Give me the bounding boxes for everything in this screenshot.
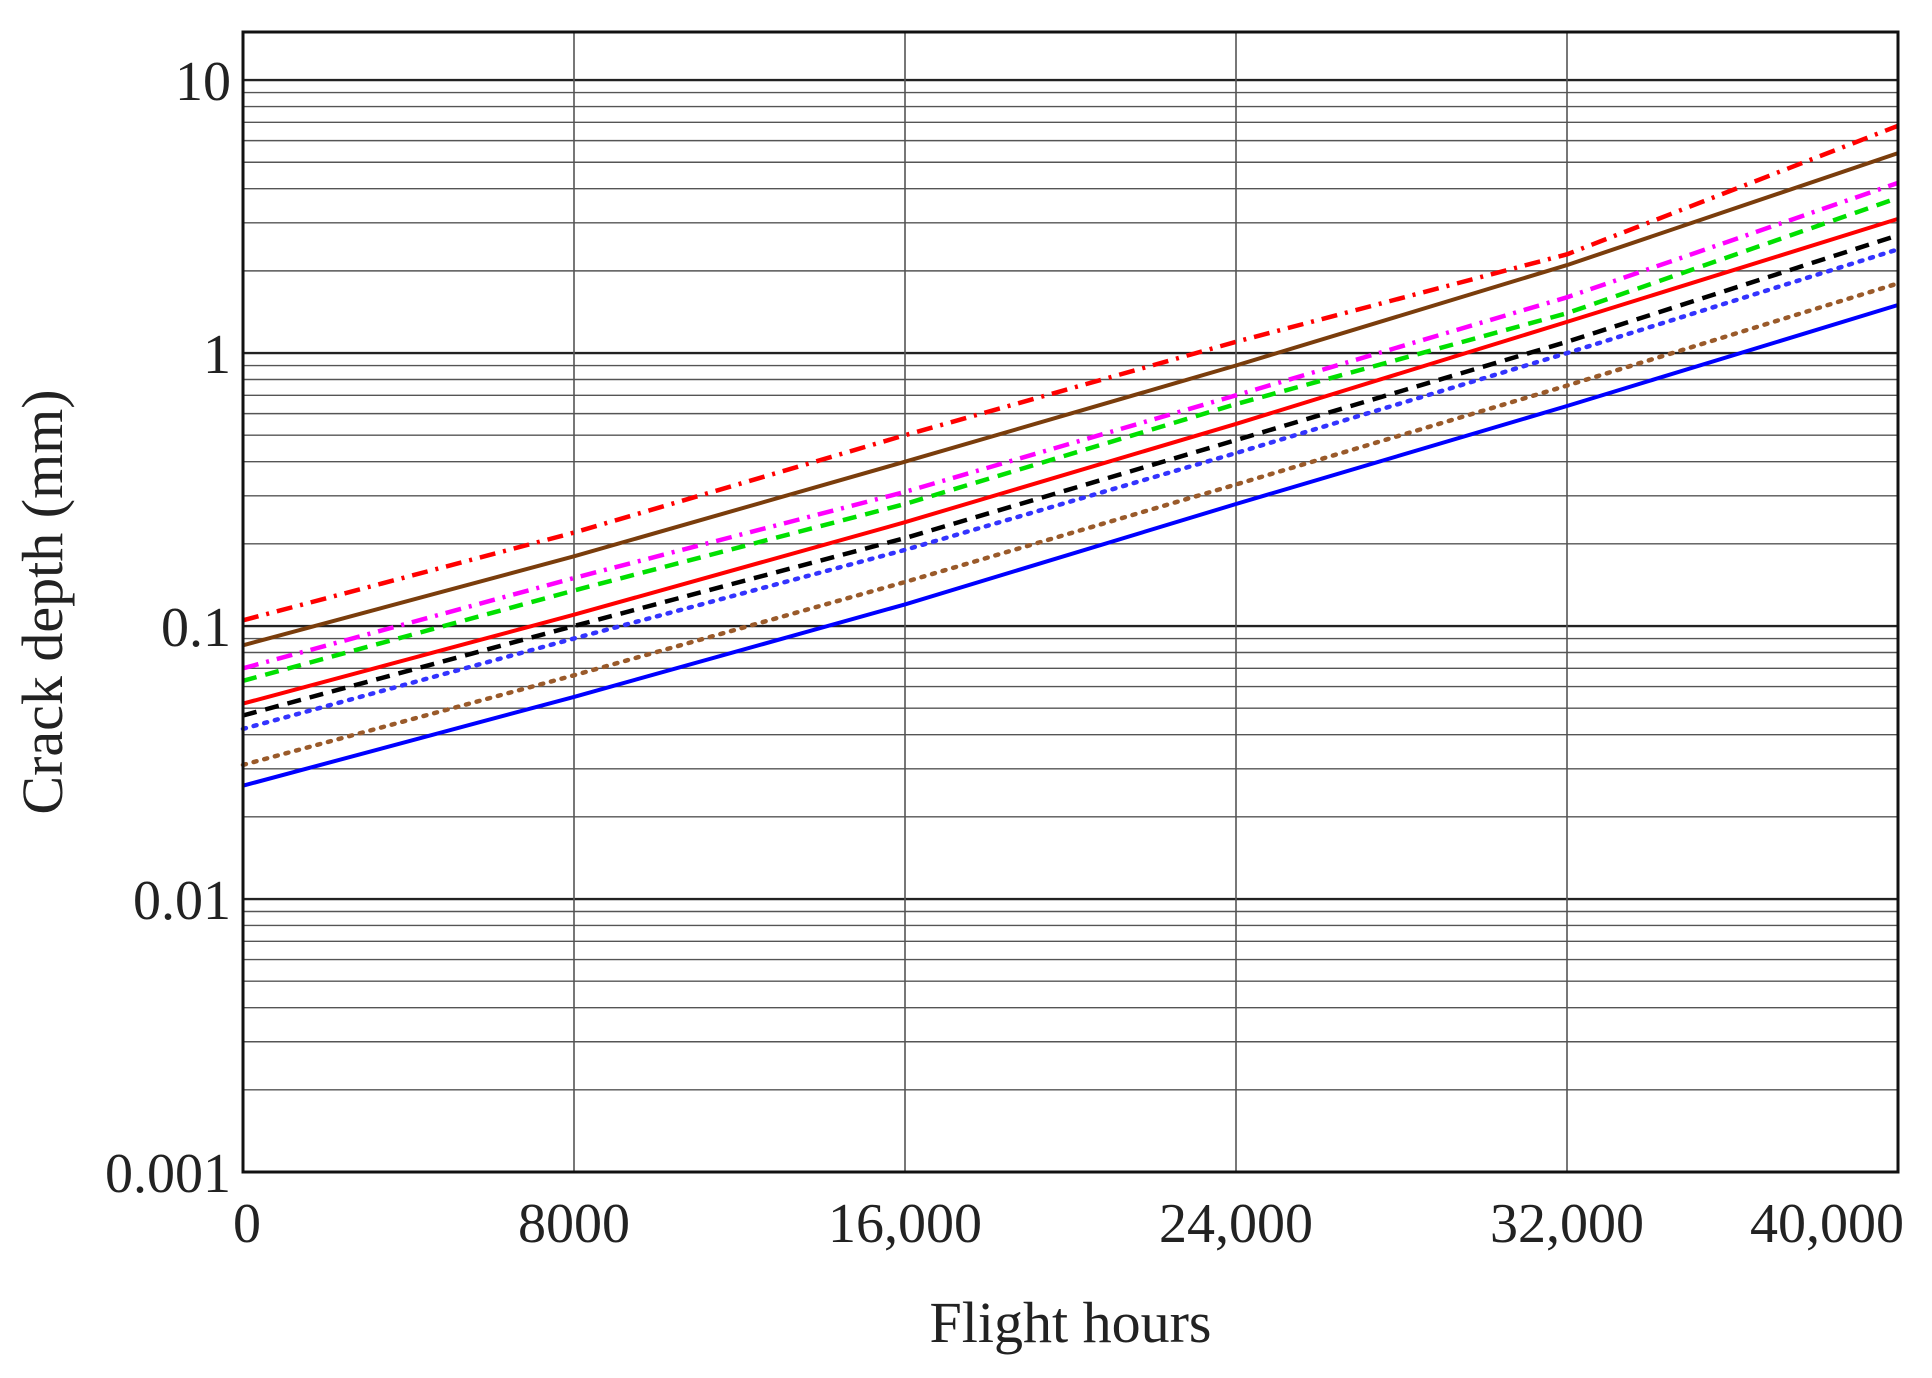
y-tick-label: 0.001 [105, 1143, 231, 1205]
x-tick-label: 32,000 [1490, 1193, 1644, 1255]
series-line-5 [242, 216, 1899, 706]
y-tick-label: 10 [175, 51, 231, 113]
y-tick-label: 0.01 [133, 870, 231, 932]
plot-frame [241, 30, 1900, 1174]
series-line-9 [242, 303, 1899, 788]
x-axis-title: Flight hours [930, 1290, 1212, 1355]
x-tick-label: 16,000 [828, 1193, 982, 1255]
series-line-2 [242, 151, 1899, 648]
x-tick-label: 24,000 [1159, 1193, 1313, 1255]
x-tick-label: 8000 [518, 1193, 630, 1255]
series-line-4 [242, 195, 1899, 683]
y-tick-label: 1 [203, 324, 231, 386]
series-line-7 [240, 247, 1901, 732]
series-line-8 [240, 281, 1901, 768]
series-line-3 [242, 180, 1899, 671]
data-series [240, 123, 1901, 788]
grid-lines [243, 32, 1898, 1174]
y-tick-labels: 0.001 0.01 0.1 1 10 [105, 51, 231, 1205]
y-tick-label: 0.1 [161, 597, 231, 659]
x-tick-label: 0 [233, 1193, 261, 1255]
y-axis-title: Crack depth (mm) [10, 389, 75, 814]
x-tick-labels: 0 8000 16,000 24,000 32,000 40,000 [233, 1193, 1904, 1255]
series-line-6 [242, 233, 1899, 718]
x-tick-label: 40,000 [1750, 1193, 1904, 1255]
series-line-1 [242, 123, 1899, 623]
